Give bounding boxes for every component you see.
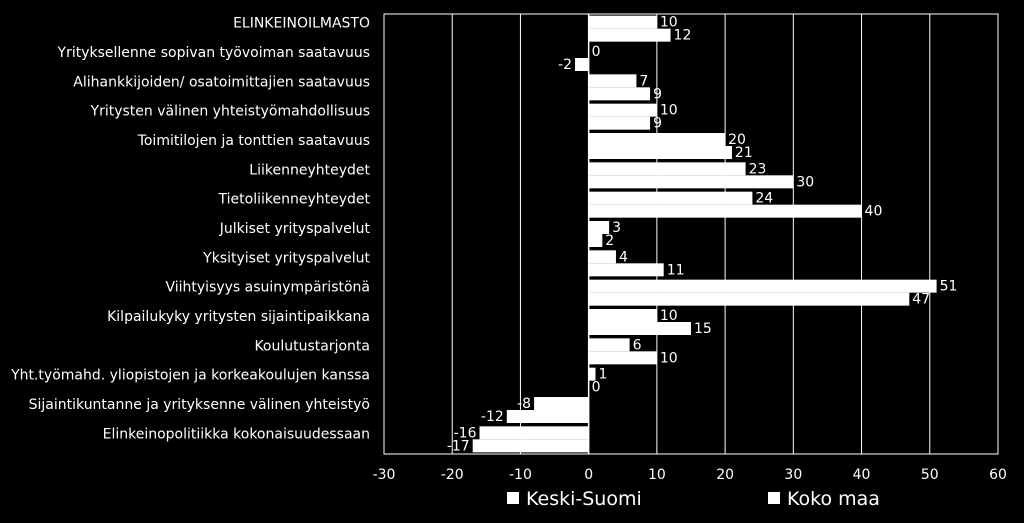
- value-label-keski-suomi: 51: [940, 279, 958, 295]
- bar-koko-maa: [588, 146, 732, 159]
- value-label-keski-suomi: 23: [749, 161, 767, 177]
- bar-koko-maa: [588, 234, 603, 247]
- plot-area-border: [383, 13, 999, 455]
- bar-keski-suomi: [479, 426, 589, 440]
- bar-keski-suomi: [588, 338, 630, 352]
- value-label-keski-suomi: 6: [633, 337, 642, 353]
- bar-keski-suomi: [588, 250, 616, 264]
- x-tick-label: 50: [921, 467, 939, 483]
- x-axis-tick-labels: -30 -20 -10 0 10 20 30 40 50 60: [373, 467, 1007, 483]
- legend-swatch-keski-suomi: [507, 492, 519, 504]
- x-tick-label: -20: [441, 467, 464, 483]
- category-label: Sijaintikuntanne ja yrityksenne välinen …: [29, 397, 370, 413]
- bar-keski-suomi: [588, 162, 746, 176]
- bar-koko-maa: [588, 322, 691, 335]
- bar-koko-maa: [588, 292, 910, 306]
- value-label-keski-suomi: 10: [660, 15, 678, 31]
- value-label-koko-maa: -17: [447, 438, 470, 454]
- bar-koko-maa: [588, 175, 794, 189]
- value-label-keski-suomi: 20: [728, 132, 746, 148]
- value-label-koko-maa: 47: [912, 292, 930, 308]
- category-label: Julkiset yrityspalvelut: [219, 221, 371, 237]
- bar-keski-suomi: [588, 191, 753, 205]
- x-tick-label: 10: [648, 467, 666, 483]
- value-label-koko-maa: 9: [653, 86, 662, 102]
- value-label-keski-suomi: 1: [598, 367, 607, 383]
- bar-koko-maa: [588, 263, 664, 277]
- bar-keski-suomi: [588, 367, 596, 381]
- bar-keski-suomi: [588, 133, 726, 146]
- category-label: Viihtyisyys asuinympäristönä: [165, 280, 370, 296]
- bar-koko-maa: [588, 204, 862, 218]
- bar-keski-suomi: [534, 397, 589, 410]
- category-label: Koulutustarjonta: [254, 338, 370, 354]
- value-label-koko-maa: 10: [660, 350, 678, 366]
- x-tick-label: 40: [853, 467, 871, 483]
- category-label: Yrityksellenne sopivan työvoiman saatavu…: [57, 45, 370, 61]
- category-labels: ELINKEINOILMASTO Yrityksellenne sopivan t…: [10, 16, 370, 443]
- category-label: Yritysten välinen yhteistyömahdollisuus: [90, 104, 370, 120]
- value-label-koko-maa: 30: [796, 174, 814, 190]
- value-label-keski-suomi: 24: [755, 191, 773, 207]
- value-label-keski-suomi: 0: [592, 44, 601, 60]
- bar-keski-suomi: [588, 279, 937, 293]
- value-label-keski-suomi: 10: [660, 308, 678, 324]
- category-label: Elinkeinopolitiikka kokonaisuudessaan: [103, 426, 370, 442]
- category-label: Tietoliikenneyhteydet: [218, 192, 371, 208]
- value-label-keski-suomi: 4: [619, 249, 628, 265]
- category-label: Alihankkijoiden/ osatoimittajien saatavu…: [73, 74, 370, 90]
- bar-keski-suomi: [588, 15, 657, 29]
- value-label-koko-maa: 15: [694, 321, 712, 337]
- value-label-koko-maa: 21: [735, 145, 753, 161]
- bar-koko-maa: [588, 116, 651, 130]
- category-label: Toimitilojen ja tonttien saatavuus: [137, 133, 370, 149]
- category-label: ELINKEINOILMASTO: [233, 16, 370, 32]
- value-label-keski-suomi: 10: [660, 103, 678, 119]
- value-label-koko-maa: 11: [667, 262, 685, 278]
- value-label-koko-maa: 2: [605, 233, 614, 249]
- value-label-keski-suomi: 7: [639, 73, 648, 89]
- value-label-koko-maa: 40: [865, 204, 883, 220]
- legend: Keski-Suomi Koko maa: [507, 488, 880, 510]
- value-label-koko-maa: -2: [558, 57, 572, 73]
- value-label-koko-maa: 0: [592, 380, 601, 396]
- bar-koko-maa: [588, 28, 671, 42]
- bar-koko-maa: [588, 87, 651, 101]
- x-tick-label: 60: [989, 467, 1007, 483]
- legend-swatch-koko-maa: [768, 492, 780, 504]
- bar-keski-suomi: [588, 74, 637, 88]
- x-tick-label: 0: [584, 467, 593, 483]
- category-label: Yksityiset yrityspalvelut: [202, 250, 370, 266]
- legend-label-keski-suomi: Keski-Suomi: [526, 488, 642, 510]
- x-tick-label: -10: [509, 467, 532, 483]
- bar-koko-maa: [472, 439, 589, 453]
- value-label-koko-maa: 12: [674, 28, 692, 44]
- category-label: Kilpailukyky yritysten sijaintipaikkana: [107, 309, 370, 325]
- value-label-keski-suomi: 3: [612, 220, 621, 236]
- x-tick-label: -30: [373, 467, 396, 483]
- x-tick-label: 20: [716, 467, 734, 483]
- bar-keski-suomi: [588, 103, 657, 117]
- bar-koko-maa: [588, 351, 657, 365]
- category-label: Yht.työmahd. yliopistojen ja korkeakoulu…: [10, 368, 370, 384]
- value-label-keski-suomi: -16: [454, 425, 477, 441]
- bar-koko-maa: [575, 58, 589, 71]
- bar-keski-suomi: [588, 309, 657, 322]
- bar-koko-maa: [506, 410, 589, 423]
- x-tick-label: 30: [784, 467, 802, 483]
- value-label-keski-suomi: -8: [517, 396, 531, 412]
- value-label-koko-maa: 9: [653, 116, 662, 132]
- legend-label-koko-maa: Koko maa: [787, 488, 880, 510]
- value-label-koko-maa: -12: [481, 409, 504, 425]
- bar-keski-suomi: [588, 221, 610, 234]
- category-label: Liikenneyhteydet: [249, 162, 370, 178]
